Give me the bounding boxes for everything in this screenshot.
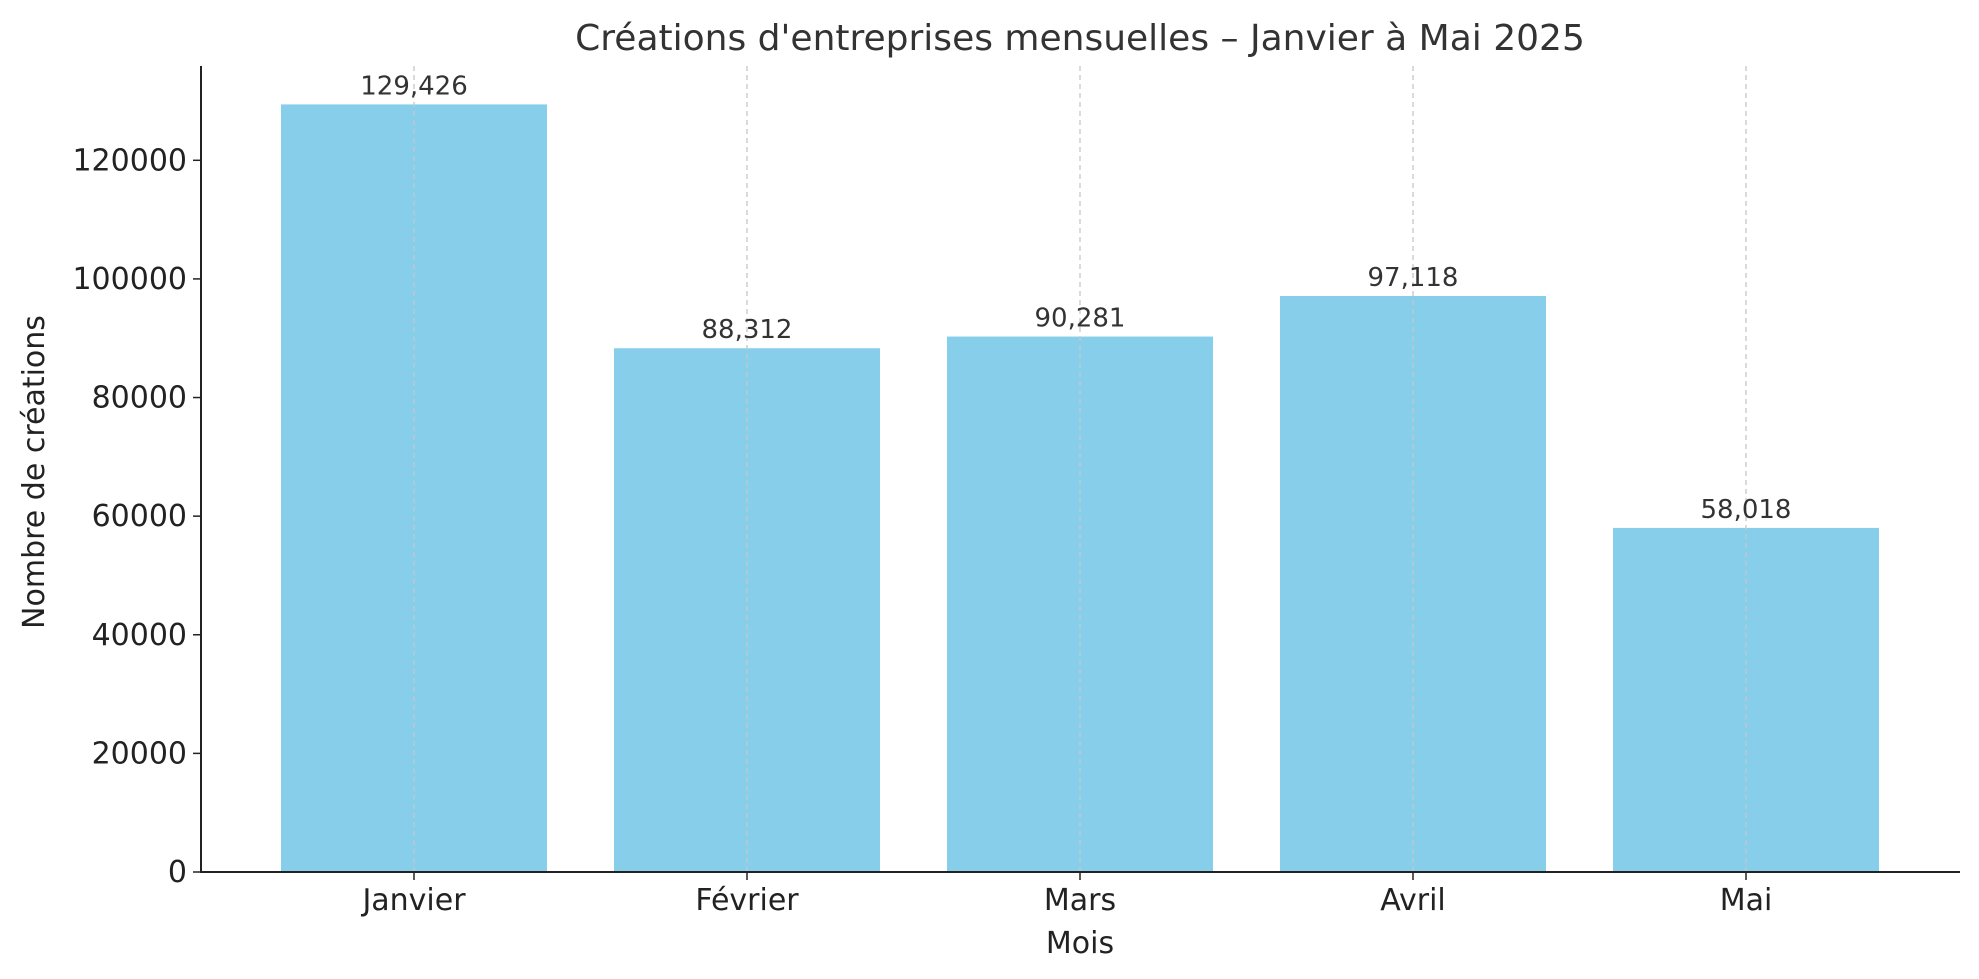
x-tick-label: Janvier xyxy=(360,883,466,918)
data-label: 90,281 xyxy=(1035,304,1126,334)
chart-title: Créations d'entreprises mensuelles – Jan… xyxy=(575,18,1585,59)
y-tick-label: 100000 xyxy=(72,262,187,297)
x-tick-label: Mai xyxy=(1720,883,1773,918)
bar-mars xyxy=(947,336,1213,872)
x-tick-label: Avril xyxy=(1380,883,1446,918)
x-tick-label: Mars xyxy=(1044,883,1116,918)
data-label: 88,312 xyxy=(702,315,793,345)
x-axis-label: Mois xyxy=(1046,926,1114,961)
y-tick-label: 80000 xyxy=(92,381,187,416)
data-label: 97,118 xyxy=(1368,263,1459,293)
y-tick-label: 40000 xyxy=(92,618,187,653)
x-tick-label: Février xyxy=(695,883,799,918)
y-tick-label: 60000 xyxy=(92,499,187,534)
y-tick-label: 20000 xyxy=(92,736,187,771)
y-tick-label: 120000 xyxy=(72,143,187,178)
y-tick-label: 0 xyxy=(168,855,187,890)
x-axis: Janvier Février Mars Avril Mai xyxy=(200,871,1960,918)
data-label: 129,426 xyxy=(360,71,468,101)
data-labels: 129,426 88,312 90,281 97,118 58,018 xyxy=(360,71,1791,525)
data-label: 58,018 xyxy=(1701,495,1792,525)
y-axis-label: Nombre de créations xyxy=(17,315,52,629)
y-axis: 0 20000 40000 60000 80000 100000 120000 xyxy=(72,66,202,890)
